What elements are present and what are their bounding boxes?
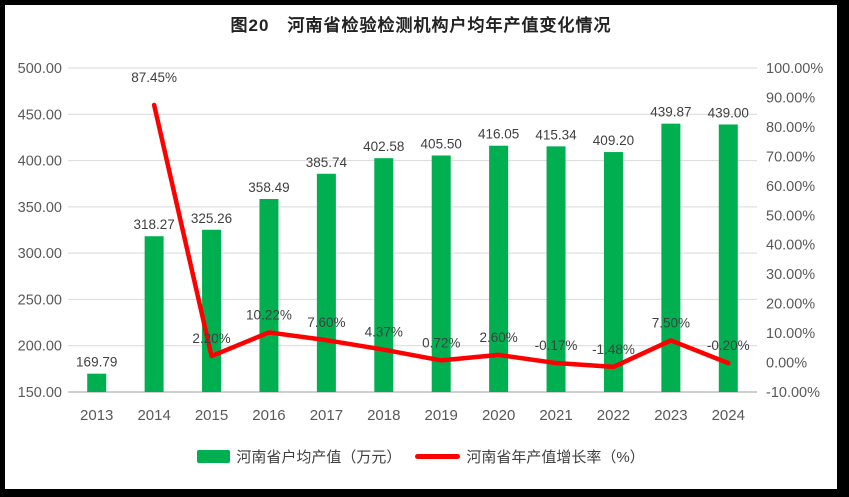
line-value-label: 10.22% bbox=[246, 307, 292, 322]
left-axis-tick-label: 200.00 bbox=[18, 339, 62, 355]
line-value-label: 2.20% bbox=[192, 331, 230, 346]
left-axis-tick-label: 350.00 bbox=[18, 200, 62, 216]
line-value-label: 7.60% bbox=[307, 315, 345, 330]
right-axis-tick-label: 90.00% bbox=[766, 90, 815, 106]
right-axis-tick-label: 40.00% bbox=[766, 238, 815, 254]
right-axis-tick-label: 100.00% bbox=[766, 61, 823, 77]
bar-2023 bbox=[661, 123, 681, 392]
left-axis-tick-label: 300.00 bbox=[18, 246, 62, 262]
bar-value-label: 385.74 bbox=[306, 155, 348, 170]
line-value-label: 4.37% bbox=[365, 325, 403, 340]
x-axis-label: 2016 bbox=[252, 407, 285, 424]
x-axis-label: 2024 bbox=[712, 407, 745, 424]
right-axis-tick-label: -10.00% bbox=[766, 385, 820, 401]
bar-value-label: 409.20 bbox=[593, 133, 634, 148]
left-axis-tick-label: 450.00 bbox=[18, 107, 62, 123]
bar-value-label: 358.49 bbox=[248, 180, 289, 195]
line-value-label: 2.60% bbox=[479, 330, 517, 345]
bar-2017 bbox=[316, 173, 336, 392]
line-value-label: -0.17% bbox=[535, 338, 578, 353]
line-value-label: -0.20% bbox=[707, 338, 750, 353]
right-axis-tick-label: 60.00% bbox=[766, 179, 815, 195]
bar-2022 bbox=[603, 152, 623, 392]
left-axis-tick-label: 500.00 bbox=[18, 61, 62, 77]
left-axis-tick-label: 400.00 bbox=[18, 154, 62, 170]
bar-2014 bbox=[144, 236, 164, 392]
bar-value-label: 439.87 bbox=[650, 105, 691, 120]
legend-item-line-series: 河南省年产值增长率（%） bbox=[415, 446, 645, 467]
x-axis-label: 2015 bbox=[195, 407, 228, 424]
x-axis-label: 2014 bbox=[137, 407, 170, 424]
bar-2016 bbox=[259, 198, 279, 392]
bar-2021 bbox=[546, 146, 566, 392]
chart-legend: 河南省户均产值（万元） 河南省年产值增长率（%） bbox=[5, 446, 837, 467]
line-series-swatch-icon bbox=[415, 454, 461, 459]
x-axis-label: 2023 bbox=[654, 407, 687, 424]
x-axis-label: 2017 bbox=[310, 407, 343, 424]
bar-2015 bbox=[202, 229, 222, 392]
bar-value-label: 416.05 bbox=[478, 127, 519, 142]
bar-value-label: 405.50 bbox=[421, 136, 462, 151]
legend-label-bar-series: 河南省户均产值（万元） bbox=[236, 449, 402, 466]
bar-2013 bbox=[87, 373, 107, 392]
bar-value-label: 325.26 bbox=[191, 211, 232, 226]
bar-value-label: 415.34 bbox=[535, 127, 577, 142]
bar-2024 bbox=[718, 124, 738, 393]
chart-title: 图20 河南省检验检测机构户均年产值变化情况 bbox=[230, 16, 612, 35]
x-axis-label: 2021 bbox=[539, 407, 572, 424]
bar-value-label: 439.00 bbox=[708, 105, 749, 120]
right-axis-tick-label: 30.00% bbox=[766, 267, 815, 283]
legend-item-bar-series: 河南省户均产值（万元） bbox=[197, 446, 401, 467]
right-axis-tick-label: 10.00% bbox=[766, 326, 815, 342]
line-value-label: 0.72% bbox=[422, 335, 460, 350]
right-axis-tick-label: 50.00% bbox=[766, 208, 815, 224]
bar-value-label: 318.27 bbox=[133, 217, 174, 232]
bar-series-swatch-icon bbox=[197, 450, 231, 463]
left-axis-tick-label: 250.00 bbox=[18, 292, 62, 308]
x-axis-label: 2019 bbox=[425, 407, 458, 424]
right-axis-tick-label: 70.00% bbox=[766, 149, 815, 165]
x-axis-label: 2022 bbox=[597, 407, 630, 424]
right-axis-tick-label: 80.00% bbox=[766, 120, 815, 136]
bar-value-label: 402.58 bbox=[363, 139, 404, 154]
bar-2020 bbox=[489, 145, 509, 392]
line-value-label: 87.45% bbox=[131, 70, 177, 85]
bar-2019 bbox=[431, 155, 451, 392]
left-axis-tick-label: 150.00 bbox=[18, 385, 62, 401]
growth-rate-line bbox=[151, 102, 731, 370]
x-axis-label: 2013 bbox=[80, 407, 113, 424]
line-value-label: 7.50% bbox=[652, 315, 690, 330]
bar-2018 bbox=[374, 158, 394, 392]
legend-label-line-series: 河南省年产值增长率（%） bbox=[466, 449, 645, 466]
x-axis-label: 2018 bbox=[367, 407, 400, 424]
line-value-label: -1.48% bbox=[592, 342, 635, 357]
bar-value-label: 169.79 bbox=[76, 355, 117, 370]
x-axis-label: 2020 bbox=[482, 407, 515, 424]
right-axis-tick-label: 0.00% bbox=[766, 356, 807, 372]
right-axis-tick-label: 20.00% bbox=[766, 297, 815, 313]
